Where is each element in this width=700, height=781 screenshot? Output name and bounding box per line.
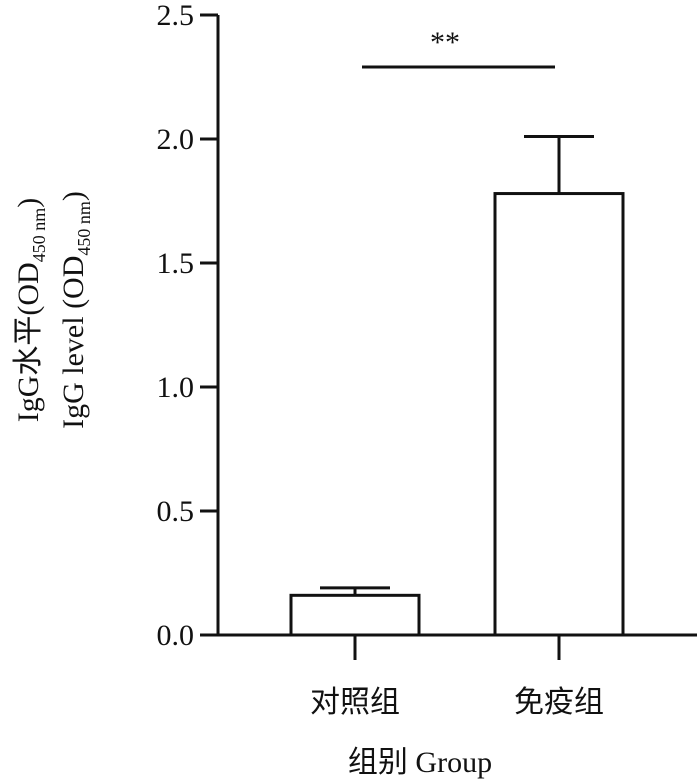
y-axis-title-part: IgG level (OD xyxy=(57,256,90,429)
y-axis-title-part: ) xyxy=(57,191,90,201)
y-axis-title-part: 450 nm xyxy=(74,201,94,256)
x-axis-title: 组别 Group xyxy=(348,746,492,779)
y-axis-title: IgG level (OD450 nm) xyxy=(57,191,94,429)
y-axis-title-part: ) xyxy=(12,198,45,208)
x-tick-label: 免疫组 xyxy=(514,686,604,719)
y-tick-label: 1.0 xyxy=(157,371,195,404)
bar xyxy=(493,192,625,637)
y-tick-label: 0.0 xyxy=(157,619,195,652)
y-tick-label: 2.5 xyxy=(157,0,195,32)
significance: ** xyxy=(430,26,460,59)
y-axis-title-part: IgG水平(OD xyxy=(12,262,45,422)
y-tick-label: 2.0 xyxy=(157,123,195,156)
y-axis-title-part: 450 nm xyxy=(29,208,49,263)
x-tick-label: 对照组 xyxy=(310,686,400,719)
y-tick-label: 1.5 xyxy=(157,247,195,280)
y-tick-label: 0.5 xyxy=(157,495,195,528)
bar xyxy=(289,593,421,637)
y-axis-title: IgG水平(OD450 nm) xyxy=(12,198,49,423)
